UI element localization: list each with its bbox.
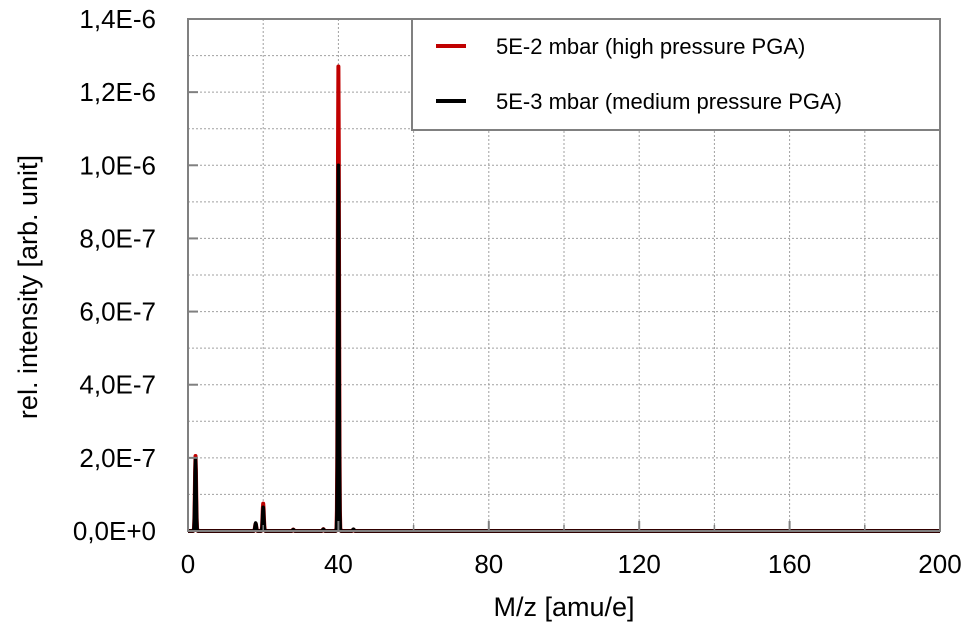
x-tick-label: 40 (324, 549, 353, 579)
y-tick-label: 0,0E+0 (73, 516, 156, 546)
y-tick-label: 1,2E-6 (79, 77, 156, 107)
x-axis-title: M/z [amu/e] (493, 592, 634, 622)
x-tick-label: 200 (918, 549, 961, 579)
x-tick-label: 160 (768, 549, 811, 579)
legend: 5E-2 mbar (high pressure PGA) 5E-3 mbar … (411, 18, 941, 131)
y-tick-label: 1,4E-6 (79, 4, 156, 34)
legend-label-medium-pressure: 5E-3 mbar (medium pressure PGA) (496, 89, 842, 114)
x-tick-label: 120 (618, 549, 661, 579)
y-axis-title: rel. intensity [arb. unit] (13, 155, 43, 419)
x-tick-label: 0 (181, 549, 195, 579)
y-tick-label: 4,0E-7 (79, 370, 156, 400)
y-tick-label: 8,0E-7 (79, 223, 156, 253)
y-tick-label: 1,0E-6 (79, 150, 156, 180)
axis-ticks: 0 40 80 120 160 200 0,0E+0 2,0E-7 4,0E-7 6,0E-7 8,… (73, 4, 962, 579)
y-tick-label: 2,0E-7 (79, 443, 156, 473)
legend-box (411, 18, 941, 131)
y-tick-label: 6,0E-7 (79, 297, 156, 327)
legend-label-high-pressure: 5E-2 mbar (high pressure PGA) (496, 34, 805, 59)
x-tick-label: 80 (474, 549, 503, 579)
